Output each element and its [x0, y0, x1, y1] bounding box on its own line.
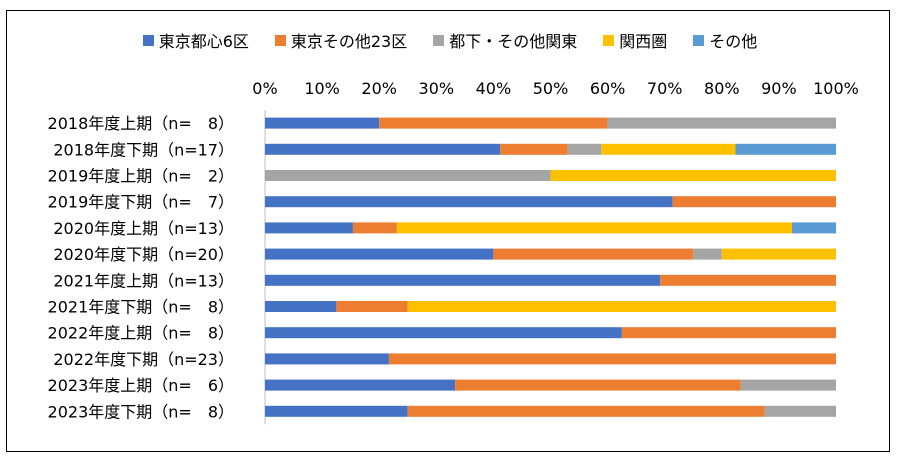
category-label: 2022年度下期（n=23） [53, 350, 234, 369]
bar-segment [336, 301, 408, 312]
category-label: 2022年度上期（n= 8） [48, 324, 234, 343]
category-label: 2023年度下期（n= 8） [48, 402, 234, 421]
x-tick-label: 20% [361, 79, 397, 98]
bar-segment [388, 353, 836, 365]
bar-segment [455, 379, 741, 391]
legend-swatch [274, 34, 286, 46]
bar-segment [792, 222, 836, 234]
bar-segment [265, 301, 337, 312]
bar-segment [265, 405, 408, 417]
bar-segment [660, 274, 836, 286]
category-label: 2023年度上期（n= 6） [48, 376, 234, 395]
x-tick-label: 50% [533, 79, 569, 98]
legend-label: 関西圏 [619, 32, 668, 51]
bar-segment [352, 222, 397, 234]
legend-swatch [693, 34, 705, 46]
legend-label: 東京都心6区 [158, 32, 249, 51]
bar-segment [265, 353, 389, 365]
bar-segment [265, 379, 456, 391]
x-tick-label: 90% [761, 79, 797, 98]
bar-segment [764, 405, 836, 417]
x-tick-label: 40% [476, 79, 512, 98]
bar-segment [407, 405, 765, 417]
legend-swatch [603, 34, 615, 46]
bar-segment [379, 117, 608, 129]
x-tick-label: 0% [252, 79, 277, 98]
bar-segment [265, 274, 661, 286]
chart-frame [6, 10, 890, 452]
bar-segment [265, 170, 551, 181]
bar-segment [265, 196, 673, 208]
x-tick-label: 30% [419, 79, 455, 98]
category-label: 2018年度下期（n=17） [53, 140, 234, 159]
bar-segment [693, 248, 722, 260]
category-label: 2018年度上期（n= 8） [48, 114, 234, 133]
bar-segment [740, 379, 836, 391]
legend-swatch [142, 34, 154, 46]
bar-segment [500, 143, 568, 155]
category-label: 2020年度下期（n=20） [53, 245, 234, 264]
category-label: 2019年度下期（n= 7） [48, 193, 234, 212]
legend-item-tokyo-central: 東京都心6区 [142, 28, 249, 52]
bar-segment [621, 327, 836, 339]
bar-segment [493, 248, 694, 260]
legend-label: 都下・その他関東 [449, 32, 578, 51]
bar-segment [721, 248, 836, 260]
bar-segment [601, 143, 736, 155]
legend: 東京都心6区 東京その他23区 都下・その他関東 関西圏 その他 [0, 28, 900, 52]
x-tick-label: 100% [813, 79, 859, 98]
category-label: 2021年度下期（n= 8） [48, 298, 234, 317]
category-label: 2019年度上期（n= 2） [48, 167, 234, 186]
legend-label: 東京その他23区 [290, 32, 408, 51]
x-tick-label: 60% [590, 79, 626, 98]
legend-item-kansai: 関西圏 [603, 28, 667, 52]
x-tick-label: 10% [304, 79, 340, 98]
x-tick-label: 80% [704, 79, 740, 98]
legend-item-tokyo-other: 東京その他23区 [274, 28, 408, 52]
category-label: 2020年度上期（n=13） [53, 219, 234, 238]
bar-segment [265, 248, 494, 260]
bar-segment [607, 117, 836, 129]
bar-segment [550, 170, 836, 181]
bar-segment [672, 196, 836, 208]
legend-swatch [433, 34, 445, 46]
legend-label: その他 [709, 32, 758, 51]
category-label: 2021年度上期（n=13） [53, 271, 234, 290]
bar-segment [265, 117, 380, 129]
x-tick-label: 70% [647, 79, 683, 98]
bar-segment [265, 327, 622, 339]
bar-segment [396, 222, 793, 234]
legend-item-kanto: 都下・その他関東 [433, 28, 577, 52]
bar-segment [265, 222, 353, 234]
legend-item-other: その他 [693, 28, 757, 52]
bar-segment [265, 143, 501, 155]
bar-segment [567, 143, 602, 155]
bar-segment [407, 301, 836, 312]
bar-segment [735, 143, 836, 155]
